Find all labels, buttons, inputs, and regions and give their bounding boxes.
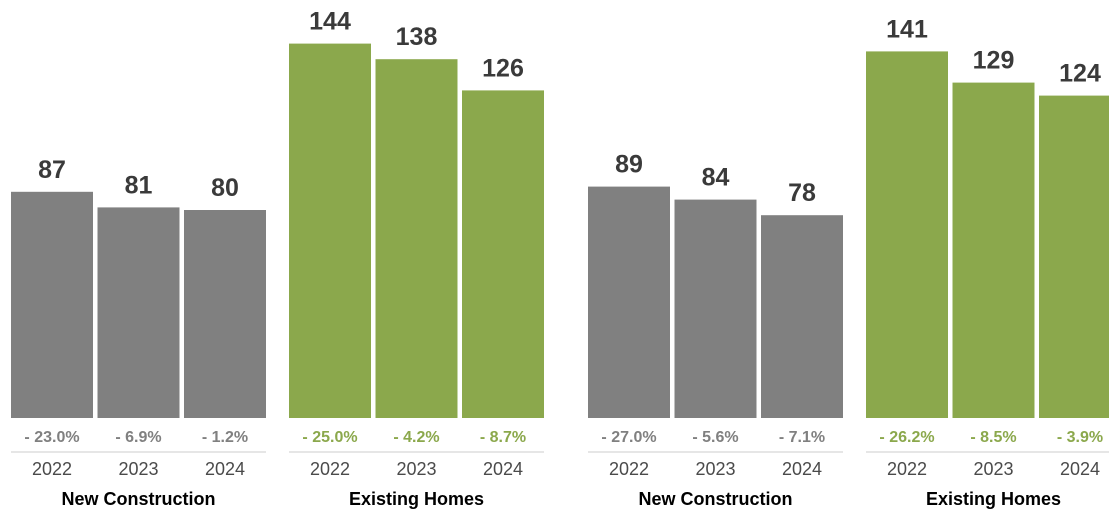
year-tick-label: 2024 <box>1060 459 1100 479</box>
bar <box>462 90 544 419</box>
group-label: Existing Homes <box>349 489 484 509</box>
value-label: 129 <box>973 47 1015 75</box>
change-label: - 4.2% <box>393 429 439 446</box>
value-label: 126 <box>482 54 524 82</box>
bar <box>97 207 180 418</box>
bar <box>952 82 1035 418</box>
value-label: 89 <box>615 151 643 179</box>
change-label: - 7.1% <box>779 429 825 446</box>
bar <box>289 43 371 418</box>
bar <box>674 199 757 418</box>
change-label: - 6.9% <box>115 429 161 446</box>
bar <box>1039 95 1109 418</box>
value-label: 144 <box>309 8 351 36</box>
value-label: 80 <box>211 174 239 202</box>
year-tick-label: 2024 <box>483 459 523 479</box>
change-label: - 5.6% <box>692 429 738 446</box>
year-tick-label: 2022 <box>32 459 72 479</box>
bar <box>11 191 93 418</box>
group-label: New Construction <box>61 489 215 509</box>
value-label: 78 <box>788 179 816 207</box>
change-label: - 8.5% <box>970 429 1016 446</box>
value-label: 84 <box>702 164 730 192</box>
change-label: - 26.2% <box>879 429 934 446</box>
year-tick-label: 2022 <box>310 459 350 479</box>
bar <box>866 51 948 419</box>
bar <box>588 186 670 418</box>
bar <box>184 210 266 418</box>
bar <box>761 215 843 418</box>
value-label: 141 <box>886 15 928 43</box>
value-label: 124 <box>1059 60 1101 88</box>
change-label: - 8.7% <box>480 429 526 446</box>
year-tick-label: 2023 <box>396 459 436 479</box>
change-label: - 25.0% <box>302 429 357 446</box>
change-label: - 3.9% <box>1057 429 1103 446</box>
value-label: 81 <box>125 171 153 199</box>
value-label: 138 <box>396 23 438 51</box>
change-label: - 23.0% <box>24 429 79 446</box>
year-tick-label: 2024 <box>782 459 822 479</box>
year-tick-label: 2024 <box>205 459 245 479</box>
value-label: 87 <box>38 156 66 184</box>
change-label: - 1.2% <box>202 429 248 446</box>
year-tick-label: 2022 <box>887 459 927 479</box>
group-label: Existing Homes <box>926 489 1061 509</box>
year-tick-label: 2023 <box>695 459 735 479</box>
group-label: New Construction <box>638 489 792 509</box>
year-tick-label: 2022 <box>609 459 649 479</box>
bar <box>375 59 458 418</box>
change-label: - 27.0% <box>601 429 656 446</box>
year-tick-label: 2023 <box>973 459 1013 479</box>
year-tick-label: 2023 <box>118 459 158 479</box>
